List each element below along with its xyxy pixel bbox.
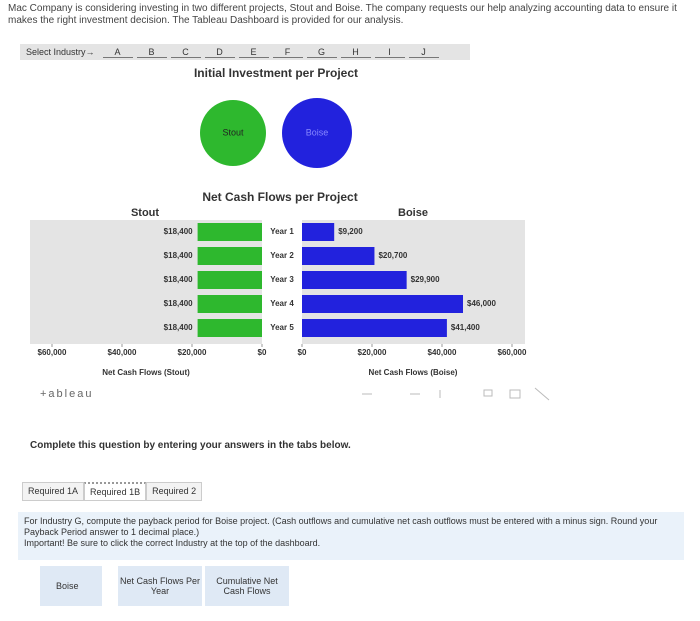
table-header: Boise (40, 566, 102, 606)
value-label: $18,400 (164, 299, 193, 308)
value-label: $18,400 (164, 275, 193, 284)
x-tick-label: $40,000 (428, 348, 457, 357)
x-tick-label: $0 (298, 348, 307, 357)
bubble (282, 98, 352, 168)
category-label: Year 1 (270, 227, 294, 236)
category-label: Year 4 (270, 299, 294, 308)
category-label: Year 5 (270, 323, 294, 332)
industry-button[interactable]: I (374, 47, 405, 58)
tab[interactable]: Required 1A (22, 482, 85, 501)
bar (197, 295, 262, 313)
bubble (200, 100, 266, 166)
bubble-label: Stout (222, 127, 244, 137)
industry-button[interactable]: A (102, 47, 133, 58)
x-tick-label: $60,000 (498, 348, 527, 357)
investment-title: Initial Investment per Project (194, 66, 358, 80)
bar (197, 247, 262, 265)
x-tick-label: $40,000 (108, 348, 137, 357)
toolbar (362, 387, 550, 401)
chart-title: Net Cash Flows per Project (202, 190, 357, 204)
bar (302, 271, 407, 289)
table-header: Cumulative Net Cash Flows (205, 566, 289, 606)
value-label: $46,000 (467, 299, 496, 308)
x-tick-label: $0 (258, 348, 267, 357)
value-label: $18,400 (164, 227, 193, 236)
industry-button[interactable]: G (306, 47, 337, 58)
industry-button[interactable]: E (238, 47, 269, 58)
value-label: $29,900 (411, 275, 440, 284)
value-label: $9,200 (338, 227, 363, 236)
instructions: For Industry G, compute the payback peri… (18, 512, 684, 560)
intro-text: Mac Company is considering investing in … (8, 3, 677, 26)
series-title: Boise (398, 207, 428, 219)
category-label: Year 2 (270, 251, 294, 260)
bar (302, 295, 463, 313)
axis-title: Net Cash Flows (Boise) (369, 368, 458, 377)
axis-title: Net Cash Flows (Stout) (102, 368, 190, 377)
bar (302, 247, 375, 265)
bar (197, 223, 262, 241)
industry-button[interactable]: B (136, 47, 167, 58)
x-tick-label: $20,000 (358, 348, 387, 357)
value-label: $41,400 (451, 323, 480, 332)
bar (302, 319, 447, 337)
tab[interactable]: Required 2 (146, 482, 203, 501)
instruction-text: For Industry G, compute the payback peri… (24, 516, 658, 537)
value-label: $18,400 (164, 251, 193, 260)
x-tick-label: $60,000 (38, 348, 67, 357)
industry-button[interactable]: C (170, 47, 201, 58)
tabs: Required 1A Required 1B Required 2 (22, 482, 203, 501)
dashboard: Initial Investment per Project Net Cash … (30, 66, 550, 401)
bar (197, 319, 262, 337)
industry-button[interactable]: J (408, 47, 439, 58)
industry-button[interactable]: H (340, 47, 371, 58)
tab[interactable]: Required 1B (84, 482, 147, 501)
tableau-logo: +ableau (40, 388, 93, 400)
value-label: $18,400 (164, 323, 193, 332)
x-tick-label: $20,000 (178, 348, 207, 357)
industry-button[interactable]: F (272, 47, 303, 58)
value-label: $20,700 (378, 251, 407, 260)
category-label: Year 3 (270, 275, 294, 284)
industry-button[interactable]: D (204, 47, 235, 58)
bar (302, 223, 335, 241)
selector-label: Select Industry→ (26, 47, 95, 57)
important-note: Important! Be sure to click the correct … (24, 538, 321, 548)
bubble-label: Boise (306, 127, 329, 137)
bar (197, 271, 262, 289)
prompt: Complete this question by entering your … (30, 440, 351, 451)
series-title: Stout (131, 207, 159, 219)
table-header: Net Cash Flows Per Year (118, 566, 202, 606)
